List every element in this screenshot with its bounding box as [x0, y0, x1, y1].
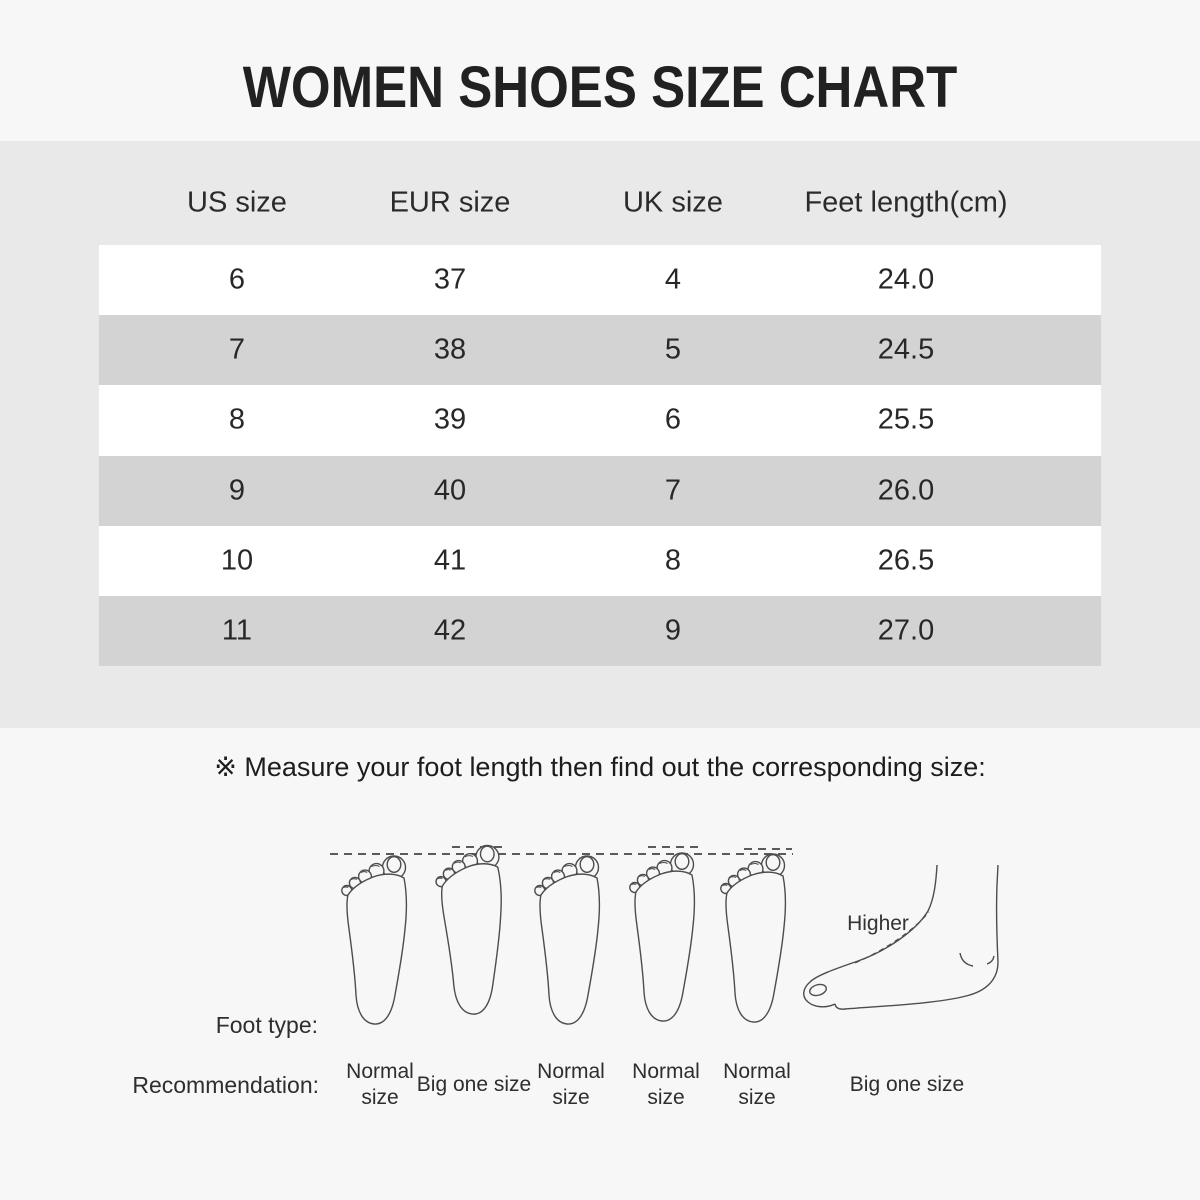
table-cell-us: 10	[220, 544, 254, 577]
recommendation-value: Big one size	[404, 1056, 544, 1114]
column-header-us-size: US size	[187, 186, 287, 219]
header-section: WOMEN SHOES SIZE CHART	[0, 0, 1200, 141]
table-row: 9 40 7 26.0	[99, 455, 1101, 526]
foot-type-normal-illustration	[533, 852, 609, 1032]
table-cell-eur: 42	[433, 614, 467, 647]
recommendation-text: Normal size	[537, 1060, 605, 1109]
recommendation-value: Normal size	[320, 1056, 440, 1114]
measure-dashed-line	[330, 853, 793, 855]
table-cell-feet-length: 25.5	[877, 403, 935, 436]
foot-type-normal-illustration	[340, 852, 416, 1032]
table-cell-us: 9	[228, 474, 246, 507]
toe-measure-dash	[744, 848, 792, 850]
table-cell-uk: 5	[664, 333, 682, 366]
table-cell-uk: 6	[664, 403, 682, 436]
table-cell-eur: 39	[433, 403, 467, 436]
table-cell-eur: 41	[433, 544, 467, 577]
page-title: WOMEN SHOES SIZE CHART	[242, 55, 958, 120]
recommendation-text: Normal size	[632, 1060, 700, 1109]
table-header-row: US size EUR size UK size Feet length(cm)	[99, 177, 1101, 229]
recommendation-label: Recommendation:	[132, 1072, 319, 1098]
size-table: 6 37 4 24.0 7 38 5 24.5 8 39 6 25.5 9 40…	[99, 245, 1101, 667]
size-table-section: US size EUR size UK size Feet length(cm)…	[0, 141, 1200, 728]
table-cell-us: 6	[228, 263, 246, 296]
recommendation-value: Big one size	[837, 1056, 977, 1114]
table-cell-feet-length: 24.0	[877, 263, 935, 296]
table-row: 8 39 6 25.5	[99, 385, 1101, 456]
toe-measure-dash	[452, 846, 502, 848]
high-instep-foot-illustration	[800, 865, 1015, 1013]
table-cell-us: 11	[221, 614, 253, 647]
foot-type-normal-illustration	[628, 849, 704, 1029]
toe-measure-dash	[648, 846, 698, 848]
table-cell-uk: 4	[664, 263, 682, 296]
table-row: 7 38 5 24.5	[99, 315, 1101, 386]
table-row: 6 37 4 24.0	[99, 245, 1101, 316]
table-cell-uk: 8	[664, 544, 682, 577]
recommendation-text: Big one size	[416, 1073, 532, 1096]
foot-type-normal-illustration	[719, 850, 795, 1030]
table-cell-feet-length: 26.0	[877, 474, 935, 507]
table-cell-feet-length: 26.5	[877, 544, 935, 577]
column-header-uk-size: UK size	[622, 186, 723, 219]
table-cell-us: 7	[228, 333, 246, 366]
table-row: 10 41 8 26.5	[99, 525, 1101, 596]
table-row: 11 42 9 27.0	[99, 595, 1101, 667]
recommendation-text: Big one size	[849, 1073, 965, 1096]
recommendation-value: Normal size	[697, 1056, 817, 1114]
table-cell-eur: 38	[433, 333, 467, 366]
recommendation-value: Normal size	[511, 1056, 631, 1114]
recommendation-value: Normal size	[606, 1056, 726, 1114]
table-cell-eur: 40	[433, 474, 467, 507]
foot-type-label: Foot type:	[215, 1012, 318, 1038]
table-cell-eur: 37	[433, 263, 467, 296]
recommendation-text: Normal size	[346, 1060, 414, 1109]
measure-guide-section: ※ Measure your foot length then find out…	[0, 728, 1200, 1200]
column-header-eur-size: EUR size	[389, 186, 511, 219]
table-cell-us: 8	[228, 403, 246, 436]
recommendation-text: Normal size	[723, 1060, 791, 1109]
table-cell-uk: 7	[664, 474, 682, 507]
table-cell-feet-length: 27.0	[877, 614, 935, 647]
foot-type-big-toe-illustration	[433, 841, 515, 1024]
column-header-feet-length: Feet length(cm)	[804, 186, 1008, 219]
table-cell-uk: 9	[664, 614, 682, 647]
higher-label: Higher	[847, 912, 909, 935]
measure-note: ※ Measure your foot length then find out…	[214, 752, 986, 782]
table-cell-feet-length: 24.5	[877, 333, 935, 366]
